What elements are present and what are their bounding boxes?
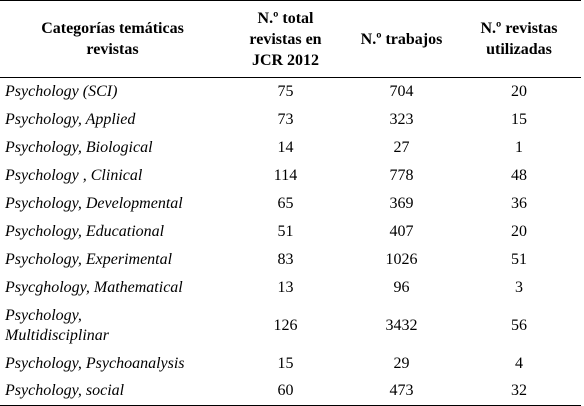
- cell-category: Psychology, Developmental: [0, 190, 225, 218]
- text-line: Categorías temáticas: [41, 20, 184, 37]
- cell-category: Psychology, Multidisciplinar: [0, 302, 225, 350]
- cell-papers: 369: [389, 194, 414, 212]
- cell-total-journals: 13: [277, 278, 294, 296]
- cell-total-journals: 114: [273, 166, 298, 184]
- cell-category: Psychology, Psychoanalysis: [0, 350, 225, 378]
- cell-journals-used: 36: [511, 194, 527, 212]
- text-line: JCR 2012: [251, 51, 320, 69]
- text-line: Psychology , Clinical: [5, 166, 143, 184]
- cell-total-journals: 73: [277, 110, 294, 128]
- cell-papers: 1026: [385, 250, 418, 268]
- cell-journals-used: 20: [511, 222, 527, 240]
- cell-category: Psychology (SCI): [0, 78, 225, 106]
- header-row: Categorías temáticas revistas N.º total re…: [0, 0, 581, 78]
- text-line: Psychology, Biological: [5, 138, 153, 156]
- cell-total-journals: 51: [277, 222, 294, 240]
- table-row: Psychology , Clinical 114 778 48: [0, 162, 581, 190]
- text-line: utilizadas: [486, 41, 552, 58]
- cell-category: Psychology, Experimental: [0, 246, 225, 274]
- cell-journals-used: 20: [511, 82, 527, 100]
- cell-papers: 27: [393, 138, 410, 156]
- text-line: Psychology, Educational: [5, 222, 165, 240]
- text-line: Psychology,: [5, 306, 82, 324]
- text-line: Multidisciplinar: [5, 326, 109, 344]
- cell-papers: 473: [346, 377, 457, 406]
- table-row: Psychology, Experimental 83 1026 51: [0, 246, 581, 274]
- text-line: Psychology, Experimental: [5, 250, 173, 268]
- table-row: Psychology (SCI) 75 704 20: [0, 78, 581, 106]
- header-papers: N.º trabajos: [346, 0, 457, 78]
- text-line: Psychology, social: [5, 382, 125, 400]
- cell-total-journals: 60: [225, 377, 346, 406]
- cell-papers: 778: [389, 166, 414, 184]
- text-line: Psycghology, Mathematical: [5, 278, 183, 296]
- text-line: Psychology, Psychoanalysis: [5, 354, 185, 372]
- cell-papers: 323: [389, 110, 414, 128]
- table-row: Psychology, Educational 51 407 20: [0, 218, 581, 246]
- cell-category: Psychology, Educational: [0, 218, 225, 246]
- cell-journals-used: 48: [511, 166, 527, 184]
- text-line: N.º total: [257, 9, 314, 27]
- cell-journals-used: 3: [515, 278, 523, 296]
- table-row: Psychology, Developmental 65 369 36: [0, 190, 581, 218]
- text-line: Psychology, Applied: [5, 110, 136, 128]
- cell-category: Psychology, Biological: [0, 134, 225, 162]
- cell-journals-used: 1: [515, 138, 523, 156]
- cell-journals-used: 32: [457, 377, 581, 406]
- cell-journals-used: 51: [511, 250, 527, 268]
- header-total-journals: N.º total revistas en JCR 2012: [225, 0, 346, 78]
- cell-journals-used: 56: [511, 316, 527, 334]
- table-row: Psychology, Applied 73 323 15: [0, 106, 581, 134]
- table-row: Psycghology, Mathematical 13 96 3: [0, 274, 581, 302]
- table-row: Psychology, social 60 473 32: [0, 377, 581, 406]
- cell-total-journals: 15: [277, 354, 294, 372]
- cell-total-journals: 83: [277, 250, 294, 268]
- cell-category: Psychology, Applied: [0, 106, 225, 134]
- cell-total-journals: 14: [277, 138, 294, 156]
- cell-total-journals: 65: [277, 194, 294, 212]
- cell-papers: 96: [393, 278, 410, 296]
- cell-papers: 704: [389, 82, 414, 100]
- text-line: Psychology, Developmental: [5, 194, 183, 212]
- text-line: revistas en: [249, 30, 322, 48]
- header-journals-used: N.º revistas utilizadas: [457, 0, 581, 78]
- cell-papers: 3432: [385, 316, 418, 334]
- table-row: Psychology, Psychoanalysis 15 29 4: [0, 350, 581, 378]
- text-line: N.º revistas: [480, 20, 558, 37]
- cell-category: Psychology, social: [0, 377, 225, 406]
- text-line: N.º trabajos: [360, 30, 443, 48]
- cell-papers: 29: [393, 354, 410, 372]
- cell-total-journals: 75: [277, 82, 294, 100]
- cell-journals-used: 4: [515, 354, 523, 372]
- text-line: Psychology (SCI): [5, 82, 118, 100]
- cell-category: Psycghology, Mathematical: [0, 274, 225, 302]
- cell-papers: 407: [389, 222, 414, 240]
- header-category: Categorías temáticas revistas: [0, 0, 225, 78]
- table-body: Psychology (SCI) 75 704 20 Psychology, Appli…: [0, 78, 581, 406]
- table-row: Psychology, Multidisciplinar 126 3432 56: [0, 302, 581, 350]
- text-line: revistas: [86, 41, 139, 58]
- cell-journals-used: 15: [511, 110, 527, 128]
- cell-total-journals: 126: [273, 316, 298, 334]
- table-header: Categorías temáticas revistas N.º total re…: [0, 0, 581, 78]
- cell-category: Psychology , Clinical: [0, 162, 225, 190]
- table-row: Psychology, Biological 14 27 1: [0, 134, 581, 162]
